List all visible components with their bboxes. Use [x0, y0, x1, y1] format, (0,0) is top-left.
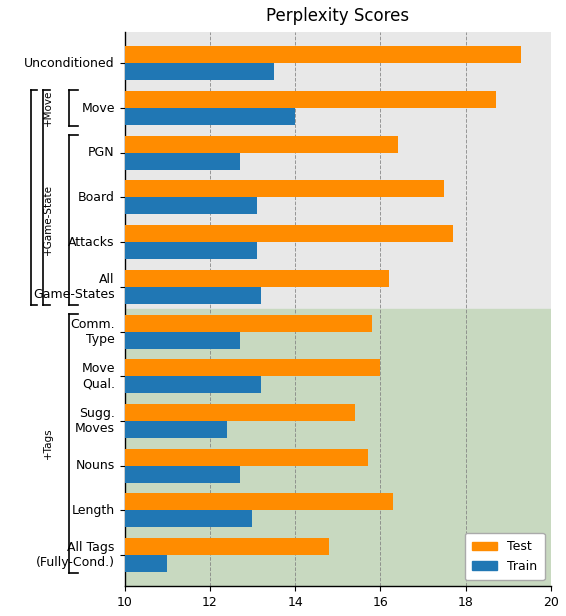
- Bar: [125, 198, 257, 214]
- Bar: [125, 287, 261, 304]
- Bar: [125, 180, 444, 198]
- Bar: [125, 493, 393, 510]
- Text: +Tags: +Tags: [42, 428, 53, 459]
- Bar: [125, 538, 329, 555]
- Text: +Move: +Move: [42, 90, 53, 126]
- Bar: [125, 242, 257, 259]
- Bar: [125, 136, 397, 153]
- Bar: [125, 270, 389, 287]
- Bar: [125, 315, 372, 331]
- Bar: [125, 225, 453, 242]
- Bar: [125, 46, 521, 63]
- Legend: Test, Train: Test, Train: [465, 533, 545, 580]
- Bar: [125, 555, 167, 572]
- Bar: [125, 309, 551, 586]
- Bar: [125, 448, 368, 466]
- Bar: [125, 153, 240, 170]
- Bar: [125, 510, 252, 527]
- Title: Perplexity Scores: Perplexity Scores: [266, 7, 409, 25]
- Bar: [125, 359, 380, 376]
- Bar: [125, 466, 240, 482]
- Bar: [125, 32, 551, 309]
- Bar: [125, 331, 240, 349]
- Bar: [125, 376, 261, 393]
- Bar: [125, 421, 227, 438]
- Bar: [125, 404, 355, 421]
- Bar: [125, 63, 274, 80]
- Bar: [125, 91, 496, 108]
- Bar: [125, 108, 295, 125]
- Text: +Game-State: +Game-State: [42, 184, 53, 255]
